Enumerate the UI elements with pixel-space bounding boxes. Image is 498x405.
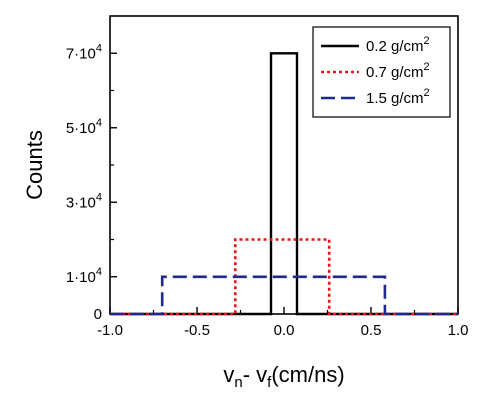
series-line-2 [110,238,458,316]
series-layer [110,52,458,316]
y-tick-label: 5·104 [66,117,102,137]
y-tick-label: 3·104 [66,191,102,211]
x-tick-label: 0.0 [274,322,295,339]
x-tick-label: -1.0 [97,322,123,339]
y-tick-label: 0 [94,306,102,323]
x-tick-label: 0.5 [361,322,382,339]
x-tick-label: -0.5 [184,322,210,339]
y-tick-label: 7·104 [66,42,102,62]
legend-label-3: 1.5 g/cm2 [366,87,430,107]
legend-label-1: 0.2 g/cm2 [366,35,430,55]
y-tick-label: 1·104 [66,266,102,286]
legend-label-2: 0.7 g/cm2 [366,61,430,81]
series-line-1 [110,52,458,316]
legend: 0.2 g/cm2 0.7 g/cm2 1.5 g/cm2 [312,26,451,118]
series-line-3 [110,275,458,316]
x-axis-title: vn- vf(cm/ns) [223,362,344,391]
x-tick-label: 1.0 [448,322,469,339]
y-axis-title: Counts [22,130,47,200]
axis-ticks: -1.0 -0.5 0.0 0.5 1.0 0 1·104 3·104 5·104 7·104 [66,42,469,339]
